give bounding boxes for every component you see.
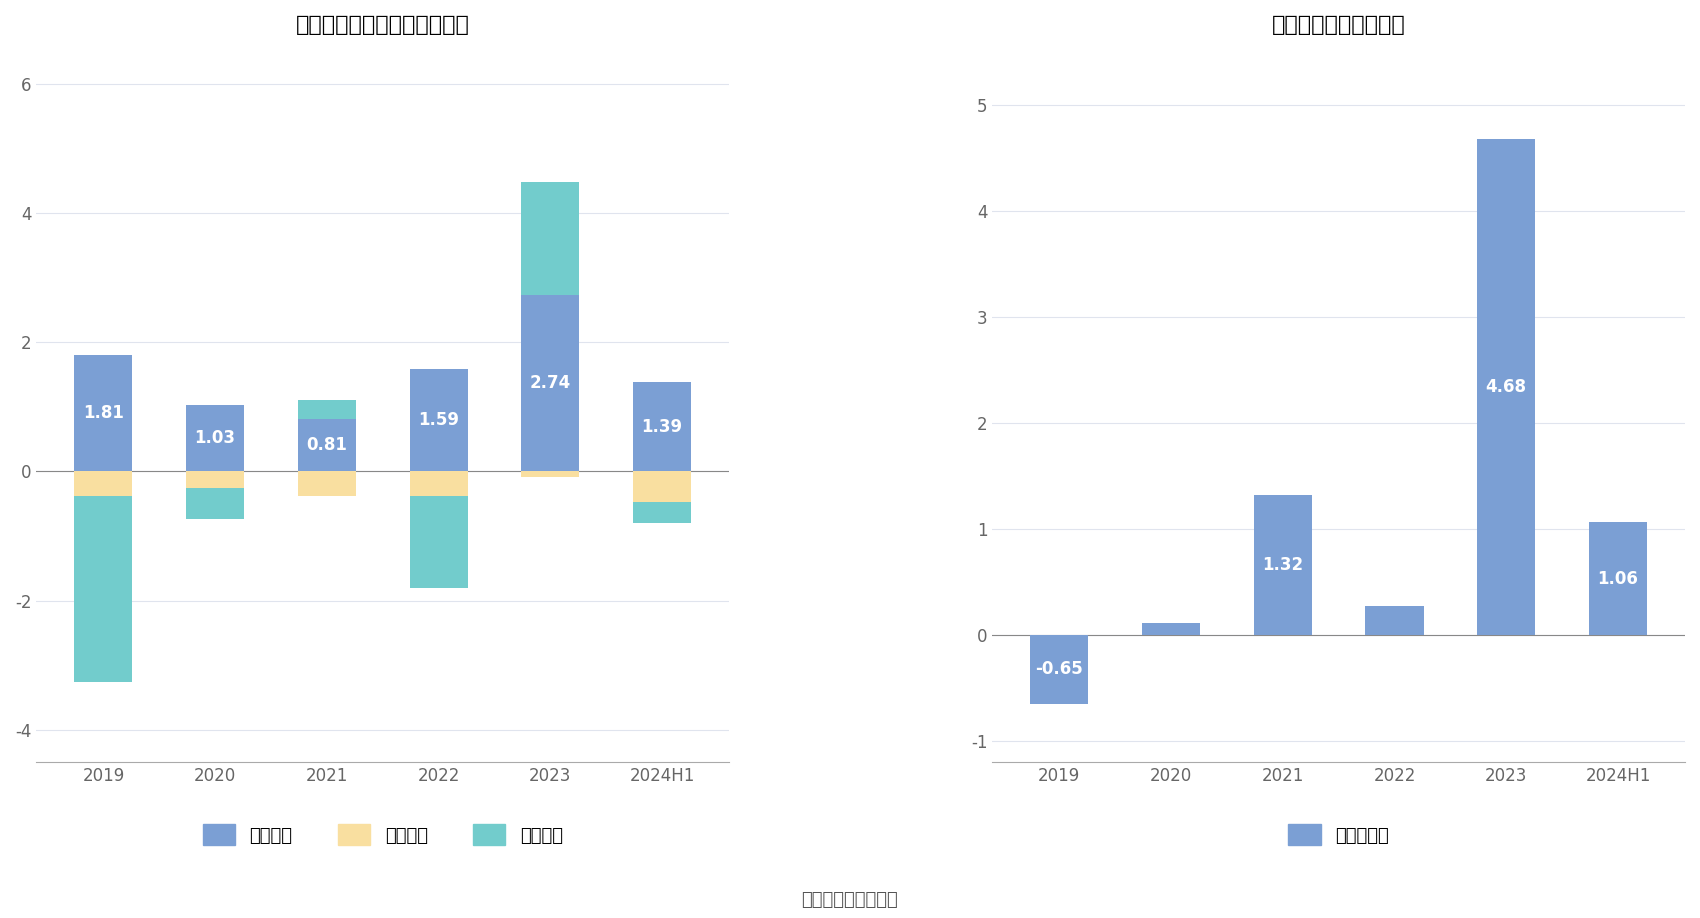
Bar — [1477, 139, 1535, 634]
Text: 1.32: 1.32 — [1261, 555, 1304, 574]
Bar — [185, 487, 245, 519]
Bar — [1142, 623, 1200, 634]
Bar — [1030, 634, 1088, 704]
Bar — [632, 472, 692, 502]
Text: 1.59: 1.59 — [418, 411, 459, 429]
Bar — [410, 496, 468, 588]
Bar — [632, 382, 692, 472]
Text: 0.11: 0.11 — [1151, 599, 1192, 618]
Text: 数据来源：恒生聚源: 数据来源：恒生聚源 — [802, 890, 898, 909]
Text: 1.81: 1.81 — [83, 404, 124, 422]
Text: 1.39: 1.39 — [641, 418, 683, 435]
Bar — [522, 295, 580, 472]
Bar — [1590, 522, 1647, 634]
Bar — [298, 472, 355, 496]
Bar — [185, 405, 245, 472]
Text: 1.06: 1.06 — [1598, 569, 1639, 588]
Bar — [75, 472, 133, 496]
Bar — [632, 502, 692, 523]
Text: 2.74: 2.74 — [530, 374, 571, 392]
Bar — [75, 354, 133, 472]
Title: 长盛轴承现金流净额（亿元）: 长盛轴承现金流净额（亿元） — [296, 15, 469, 35]
Bar — [75, 496, 133, 682]
Bar — [522, 183, 580, 295]
Bar — [1365, 606, 1423, 634]
Text: 1.03: 1.03 — [194, 430, 236, 447]
Legend: 经营活动, 筹资活动, 投资活动: 经营活动, 筹资活动, 投资活动 — [196, 817, 570, 852]
Title: 自由现金流量（亿元）: 自由现金流量（亿元） — [1272, 15, 1406, 35]
Bar — [298, 420, 355, 472]
Text: 0.81: 0.81 — [306, 436, 347, 454]
Text: -0.65: -0.65 — [1035, 660, 1083, 678]
Text: 0.27: 0.27 — [1374, 583, 1414, 601]
Bar — [185, 472, 245, 487]
Bar — [522, 472, 580, 476]
Bar — [1253, 495, 1312, 634]
Bar — [410, 369, 468, 472]
Bar — [298, 399, 355, 420]
Legend: 自由现金流: 自由现金流 — [1282, 817, 1396, 852]
Text: 4.68: 4.68 — [1486, 377, 1527, 396]
Bar — [410, 472, 468, 496]
